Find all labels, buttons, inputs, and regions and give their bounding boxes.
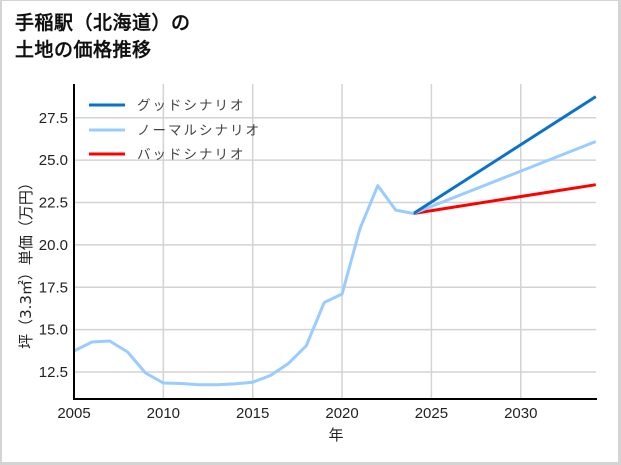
series-line-2 [412,140,597,215]
chart-title-line2: 土地の価格推移 [15,39,152,61]
x-tick-label: 2015 [236,405,269,422]
x-tick-label: 2020 [325,405,358,422]
y-axis-label: 坪（3.3㎡）単価（万円） [17,175,35,349]
x-axis-label: 年 [328,426,343,444]
y-tick-label: 20.0 [39,237,68,254]
chart-title: 手稲駅（北海道）の 土地の価格推移 [15,10,191,64]
x-tick-labels: 2005 2010 2015 2020 2025 2030 [57,405,537,422]
x-tick-label: 2025 [415,405,448,422]
x-tick-label: 2030 [504,405,537,422]
x-tick-label: 2005 [57,405,90,422]
y-tick-label: 25.0 [39,152,68,169]
series-line-1 [412,95,597,215]
y-tick-label: 27.5 [39,110,68,127]
x-tick-label: 2010 [147,405,180,422]
series-line-0 [73,184,414,387]
series-line-3 [413,183,597,215]
legend-label-normal: ノーマルシナリオ [137,123,261,139]
y-tick-label: 22.5 [39,195,68,212]
y-tick-label: 15.0 [39,322,68,339]
y-tick-label: 12.5 [39,364,68,381]
legend-label-bad: バッドシナリオ [137,147,246,163]
gridlines [75,84,596,398]
legend-label-good: グッドシナリオ [137,98,246,114]
y-tick-labels: 12.5 15.0 17.5 20.0 22.5 25.0 27.5 [39,110,68,381]
legend: グッドシナリオ ノーマルシナリオ バッドシナリオ [89,98,261,163]
chart-title-line1: 手稲駅（北海道）の [15,12,191,34]
data-series [73,95,597,387]
axes [73,84,597,400]
y-tick-label: 17.5 [39,279,68,296]
